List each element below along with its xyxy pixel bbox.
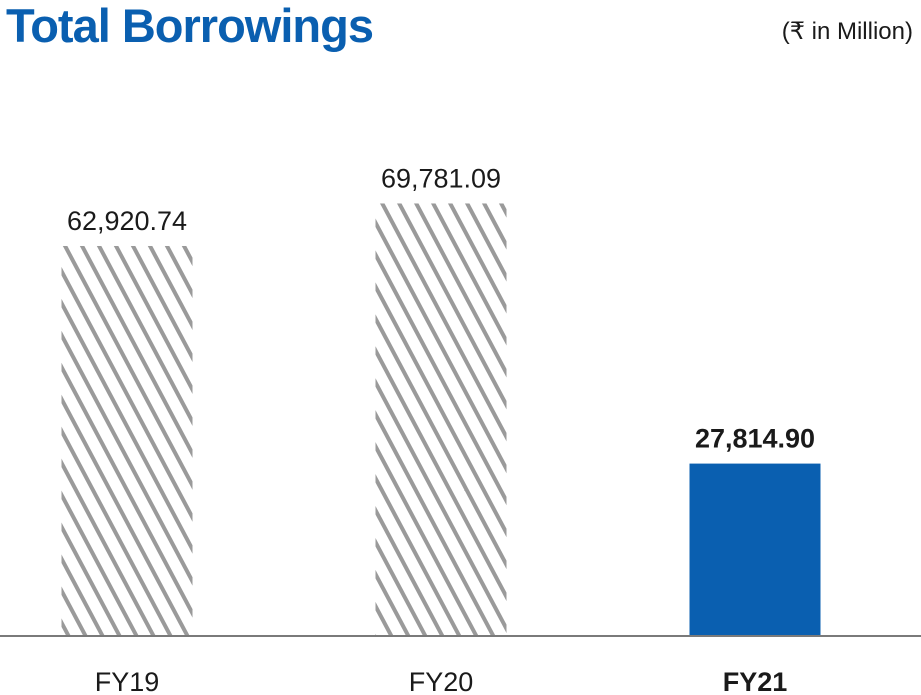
bar-fy19 xyxy=(61,245,193,636)
value-label-fy21: 27,814.90 xyxy=(695,424,815,454)
value-label-fy19: 62,920.74 xyxy=(67,206,187,236)
category-label-fy19: FY19 xyxy=(95,667,160,695)
bar-fy20 xyxy=(375,203,507,637)
chart-title: Total Borrowings xyxy=(6,0,374,52)
category-label-fy20: FY20 xyxy=(409,667,474,695)
bar-fy21 xyxy=(689,463,821,636)
value-label-fy20: 69,781.09 xyxy=(381,163,501,193)
category-label-fy21: FY21 xyxy=(723,667,788,695)
unit-label: (₹ in Million) xyxy=(781,18,913,45)
